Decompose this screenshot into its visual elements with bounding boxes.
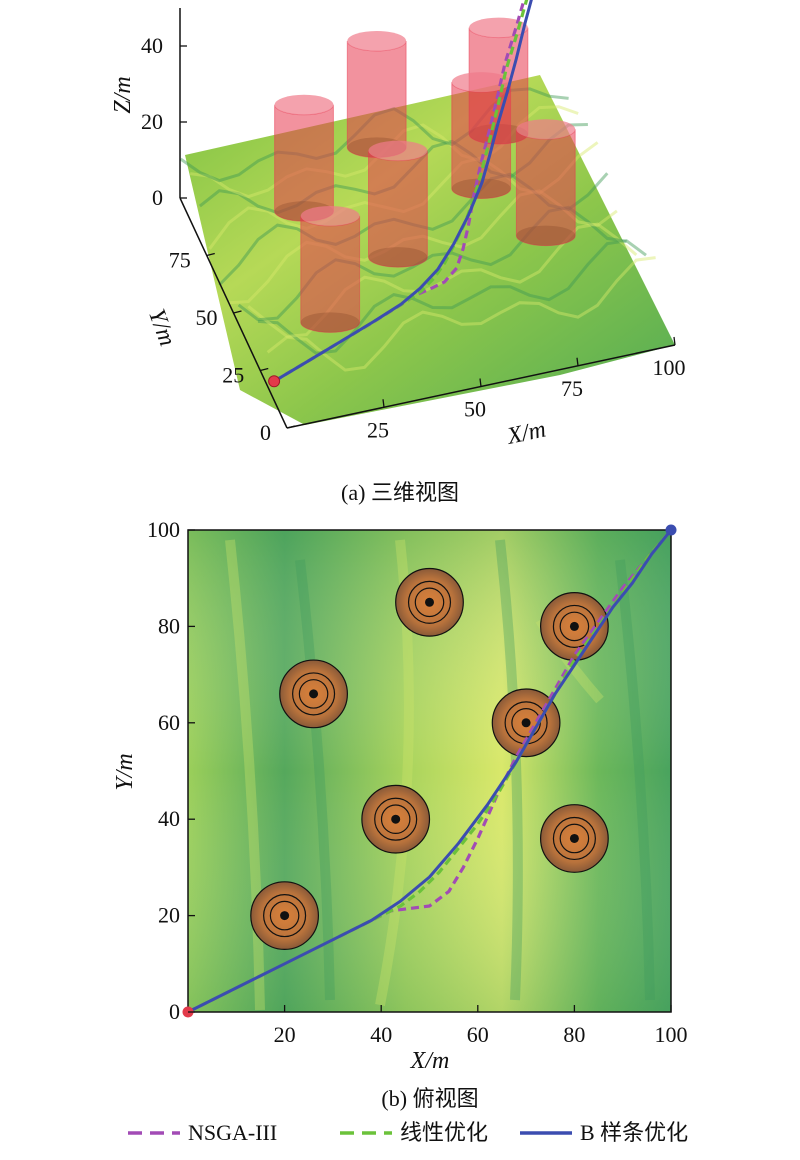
x-tick-label-3d: 50 <box>464 397 486 422</box>
threat-ring <box>552 604 596 648</box>
y-tick-3d <box>206 252 215 257</box>
threat-ring <box>414 587 445 618</box>
z-tick-label: 0 <box>152 185 163 210</box>
obstacle-cylinder <box>368 140 428 268</box>
y-tick-label: 80 <box>158 613 180 638</box>
obstacle-top <box>300 205 360 226</box>
obstacle-cylinder <box>300 205 361 333</box>
threat-center-point <box>425 597 434 607</box>
x-tick-label-3d: 25 <box>367 417 389 442</box>
obstacle-base <box>451 178 511 199</box>
obstacle-top <box>451 72 511 93</box>
y-tick-3d <box>233 310 242 314</box>
y-tick-label: 100 <box>147 517 180 542</box>
y-tick-label: 40 <box>158 806 180 831</box>
y-tick-label-3d: 50 <box>196 305 218 330</box>
threat-ring <box>298 679 329 709</box>
obstacle-cylinder <box>274 94 334 222</box>
threat-ring <box>374 797 418 841</box>
terrain-ridge <box>266 256 656 372</box>
caption-a: (a) 三维视图 <box>341 480 459 505</box>
threat-center-point <box>309 689 319 699</box>
ticks-3d: 0 20 40 0 25 50 75 25 50 75 100 <box>141 33 686 445</box>
x-tick-3d <box>576 357 579 366</box>
threat-ring <box>292 672 336 716</box>
legend: NSGA-III 线性优化 B 样条优化 <box>128 1120 688 1145</box>
threat-center-point <box>569 833 579 843</box>
terrain-streak <box>495 539 523 1001</box>
y-tick-label-3d: 0 <box>260 420 271 445</box>
legend-label: NSGA-III <box>188 1120 277 1145</box>
y-tick-label: 60 <box>158 710 180 735</box>
obstacle-top <box>274 94 334 115</box>
panel-3d-view: 0 20 40 0 25 50 75 25 50 75 100 Z/m Y/m X/m (a) 三维… <box>110 0 686 505</box>
ticks-2d: 20 40 60 80 100 0 20 40 60 80 100 <box>147 517 688 1047</box>
threat-ring <box>559 611 590 642</box>
x-tick-label-3d: 75 <box>561 376 583 401</box>
y-tick-label-3d: 75 <box>169 248 191 273</box>
x-tick-label: 100 <box>655 1022 688 1047</box>
threat-ring <box>269 900 300 931</box>
start-point-3d <box>268 375 281 388</box>
x-tick-3d <box>382 399 385 408</box>
path-line-3d <box>273 0 533 383</box>
threat-ring <box>407 580 452 624</box>
threat-center-point <box>391 814 401 824</box>
x-axis-label-3d: X/m <box>504 416 548 450</box>
y-tick-3d <box>260 367 269 372</box>
terrain-streak <box>615 559 655 1001</box>
y-tick-label: 20 <box>158 903 180 928</box>
y-axis-label: Y/m <box>112 753 138 790</box>
x-tick-label: 80 <box>563 1022 585 1047</box>
terrain-streak <box>225 539 265 1011</box>
obstacle-base <box>516 225 576 246</box>
obstacle-top <box>516 119 576 140</box>
obstacle-cylinder <box>515 119 576 247</box>
y-tick-label-3d: 25 <box>222 363 244 388</box>
x-tick-label: 40 <box>370 1022 392 1047</box>
panel-top-view: 20 40 60 80 100 0 20 40 60 80 100 X/m Y/m (b) 俯视图 <box>112 517 688 1111</box>
obstacle-base <box>300 312 360 333</box>
threat-ring <box>263 894 307 938</box>
goal-point <box>665 524 677 536</box>
legend-item: 线性优化 <box>340 1120 488 1145</box>
x-tick-label-3d: 100 <box>653 355 686 380</box>
obstacle-top <box>347 31 407 51</box>
y-axis-label-3d: Y/m <box>143 306 180 350</box>
threat-ring <box>552 816 596 861</box>
path-line <box>187 529 673 1014</box>
x-tick-label: 60 <box>467 1022 489 1047</box>
threat-center-point <box>280 911 290 921</box>
z-axis-label: Z/m <box>110 76 136 113</box>
terrain-streak <box>295 559 335 1001</box>
legend-label: B 样条优化 <box>580 1120 688 1145</box>
z-tick-label: 40 <box>141 33 163 58</box>
caption-b: (b) 俯视图 <box>381 1086 478 1111</box>
obstacle-base <box>368 247 428 268</box>
legend-item: B 样条优化 <box>520 1120 688 1145</box>
x-tick-3d <box>673 336 676 346</box>
threat-center-point <box>569 621 579 631</box>
legend-item: NSGA-III <box>128 1120 277 1145</box>
legend-label: 线性优化 <box>400 1120 488 1145</box>
x-tick-label: 20 <box>274 1022 296 1047</box>
paths-2d <box>182 524 677 1018</box>
x-tick-3d <box>479 378 482 387</box>
threat-ring <box>559 823 590 854</box>
paths-3d <box>268 0 533 388</box>
x-axis-label: X/m <box>410 1048 450 1074</box>
threat-ring <box>380 804 411 835</box>
z-tick-label: 20 <box>141 109 163 134</box>
y-tick-label: 0 <box>169 999 180 1024</box>
y-tick-3d <box>286 425 296 429</box>
threat-center-point <box>521 718 531 728</box>
obstacle-cylinder <box>346 31 407 158</box>
threat-zones <box>250 567 609 951</box>
plot-frame <box>187 529 672 1013</box>
obstacle-top <box>368 140 428 161</box>
